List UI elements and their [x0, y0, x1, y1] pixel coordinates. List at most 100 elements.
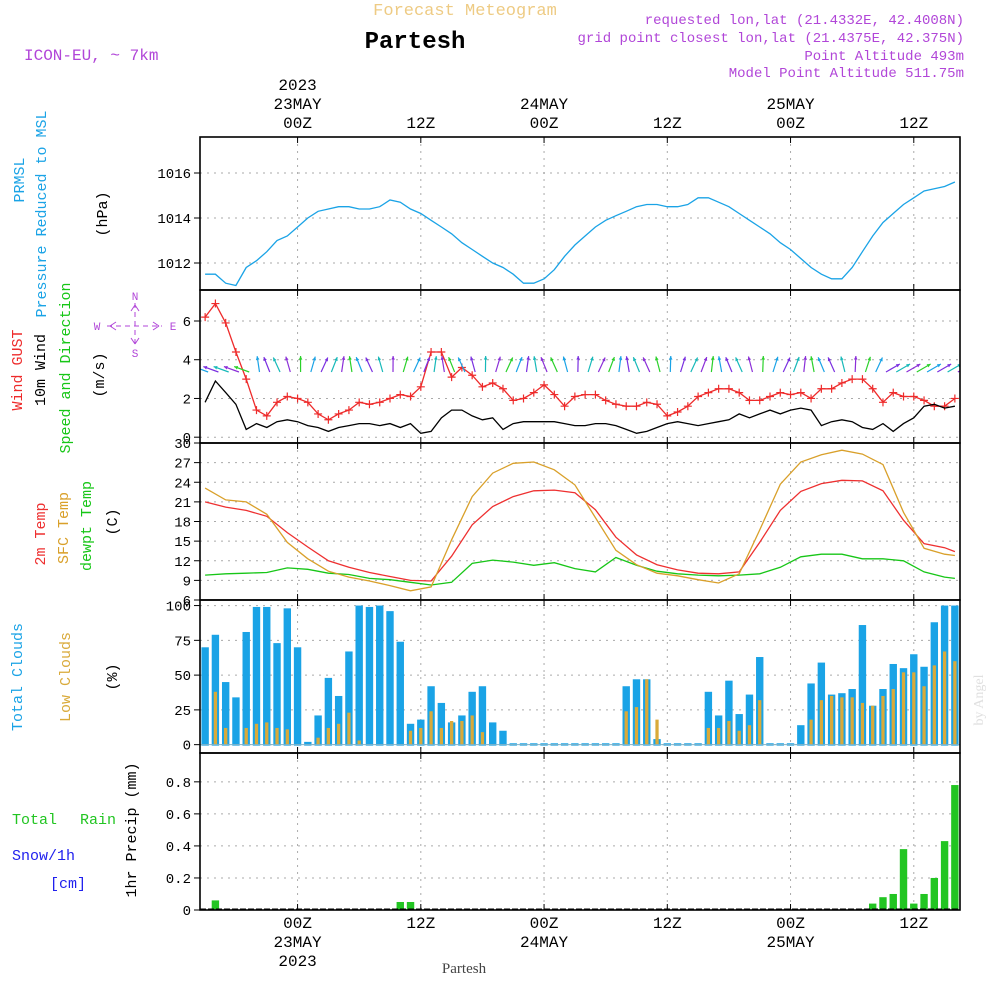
series-10m-wind — [204, 379, 956, 434]
compass-n: N — [132, 292, 139, 304]
wind-direction-arrow — [348, 356, 353, 373]
gust-marker — [601, 396, 610, 405]
model-label: ICON-EU, ~ 7km — [24, 47, 158, 65]
arrow-head — [601, 357, 606, 362]
gust-marker — [273, 398, 282, 407]
arrow-head — [405, 356, 409, 361]
wind-direction-arrow — [885, 363, 901, 373]
arrow-head — [576, 356, 580, 360]
wind-direction-arrow — [330, 356, 338, 373]
gust-marker — [899, 392, 908, 401]
wind-direction-arrow — [495, 356, 502, 373]
total-cloud-bar — [201, 647, 209, 746]
low-cloud-bar — [747, 725, 752, 745]
arrow-head — [448, 357, 452, 362]
panel-1: 0 2 4 6 — [183, 289, 961, 447]
wind-direction-arrow — [272, 357, 281, 373]
gust-marker — [755, 396, 764, 405]
precip-snow-label: Snow/1h — [12, 848, 75, 865]
gust-marker — [211, 299, 220, 308]
low-cloud-bar — [901, 672, 906, 745]
total-cloud-bar — [489, 722, 497, 746]
arrow-head — [817, 357, 822, 362]
low-cloud-bar — [809, 719, 813, 745]
low-cloud-bar — [408, 730, 413, 745]
wind-direction-arrow — [710, 356, 715, 373]
time-label: 12Z — [899, 915, 928, 933]
gust-marker — [930, 402, 939, 411]
arrow-head — [590, 356, 594, 361]
total-cloud-bar — [745, 694, 754, 746]
wind-direction-arrow — [618, 356, 623, 373]
wind-direction-arrow — [803, 356, 807, 373]
rain-bar — [889, 893, 897, 910]
wind-direction-arrow — [916, 363, 931, 373]
wind-direction-arrow — [515, 356, 523, 373]
wind-direction-arrow — [792, 356, 800, 373]
total-cloud-bar — [273, 643, 281, 746]
total-cloud-bar — [478, 686, 487, 746]
arrow-head — [633, 357, 637, 362]
wind-direction-arrow — [840, 356, 846, 373]
low-cloud-bar — [706, 727, 711, 745]
arrow-head — [796, 357, 800, 361]
time-label: 24MAY — [520, 96, 568, 114]
arrow-head — [285, 356, 289, 361]
requested-coords: requested lon,lat (21.4332E, 42.4008N) — [645, 13, 964, 29]
arrow-head — [497, 356, 502, 361]
precip-labels: Total Rain Snow/1h [cm] 1hr Precip (mm) — [12, 762, 141, 897]
series-prmsl — [205, 181, 956, 287]
low-cloud-bar — [480, 732, 485, 745]
low-cloud-bar — [727, 721, 731, 745]
gust-marker — [447, 373, 456, 382]
wind-direction-arrow — [365, 357, 374, 373]
panel-content — [200, 299, 960, 434]
arrow-head — [334, 357, 338, 362]
low-cloud-bar — [922, 686, 926, 745]
total-cloud-bar — [386, 611, 394, 746]
arrow-head — [483, 356, 488, 360]
wind-direction-arrow — [725, 356, 733, 373]
low-cloud-bar — [275, 727, 279, 745]
arrow-head — [324, 357, 328, 362]
wind-direction-arrow — [285, 356, 291, 373]
y-tick-label: 12 — [174, 555, 191, 571]
gust-marker — [231, 347, 240, 356]
gust-marker — [581, 390, 590, 399]
arrow-head — [234, 366, 239, 370]
time-label: 00Z — [776, 915, 805, 933]
total-cloud-bar — [263, 606, 271, 746]
total-cloud-bar — [499, 730, 507, 746]
low-cloud-bar — [419, 727, 423, 745]
low-cloud-bar — [819, 700, 823, 745]
gust-marker — [683, 402, 692, 411]
panel-2: 6 9 12 15 18 21 24 27 30 — [174, 437, 961, 610]
temp-sfc-label: SFC Temp — [56, 492, 73, 564]
arrow-head — [355, 357, 360, 362]
low-cloud-bar — [634, 707, 639, 745]
low-cloud-bar — [316, 737, 320, 745]
gust-marker — [293, 394, 302, 403]
low-cloud-bar — [717, 727, 721, 745]
total-cloud-bar — [211, 634, 220, 746]
low-cloud-bar — [829, 695, 834, 745]
wind-direction-arrow — [597, 357, 606, 373]
gust-marker — [375, 398, 384, 407]
compass-w: W — [94, 322, 101, 334]
y-tick-label: 27 — [174, 457, 191, 473]
gust-marker — [416, 382, 425, 391]
wind-direction-arrow — [532, 356, 538, 373]
plot-area: 1012101410160246691215182124273002550751… — [157, 136, 961, 920]
arrow-head — [526, 356, 530, 360]
arrow-head — [803, 356, 807, 360]
arrow-head — [747, 356, 752, 361]
total-cloud-bar — [345, 651, 353, 746]
y-tick-label: 6 — [183, 315, 191, 331]
gust-marker — [714, 384, 723, 393]
y-tick-label: 25 — [174, 704, 191, 720]
arrow-head — [906, 364, 911, 368]
gust-marker — [694, 392, 703, 401]
gust-marker — [509, 396, 518, 405]
wind-direction-arrow — [525, 356, 530, 373]
precip-total-label: Total — [12, 812, 57, 829]
